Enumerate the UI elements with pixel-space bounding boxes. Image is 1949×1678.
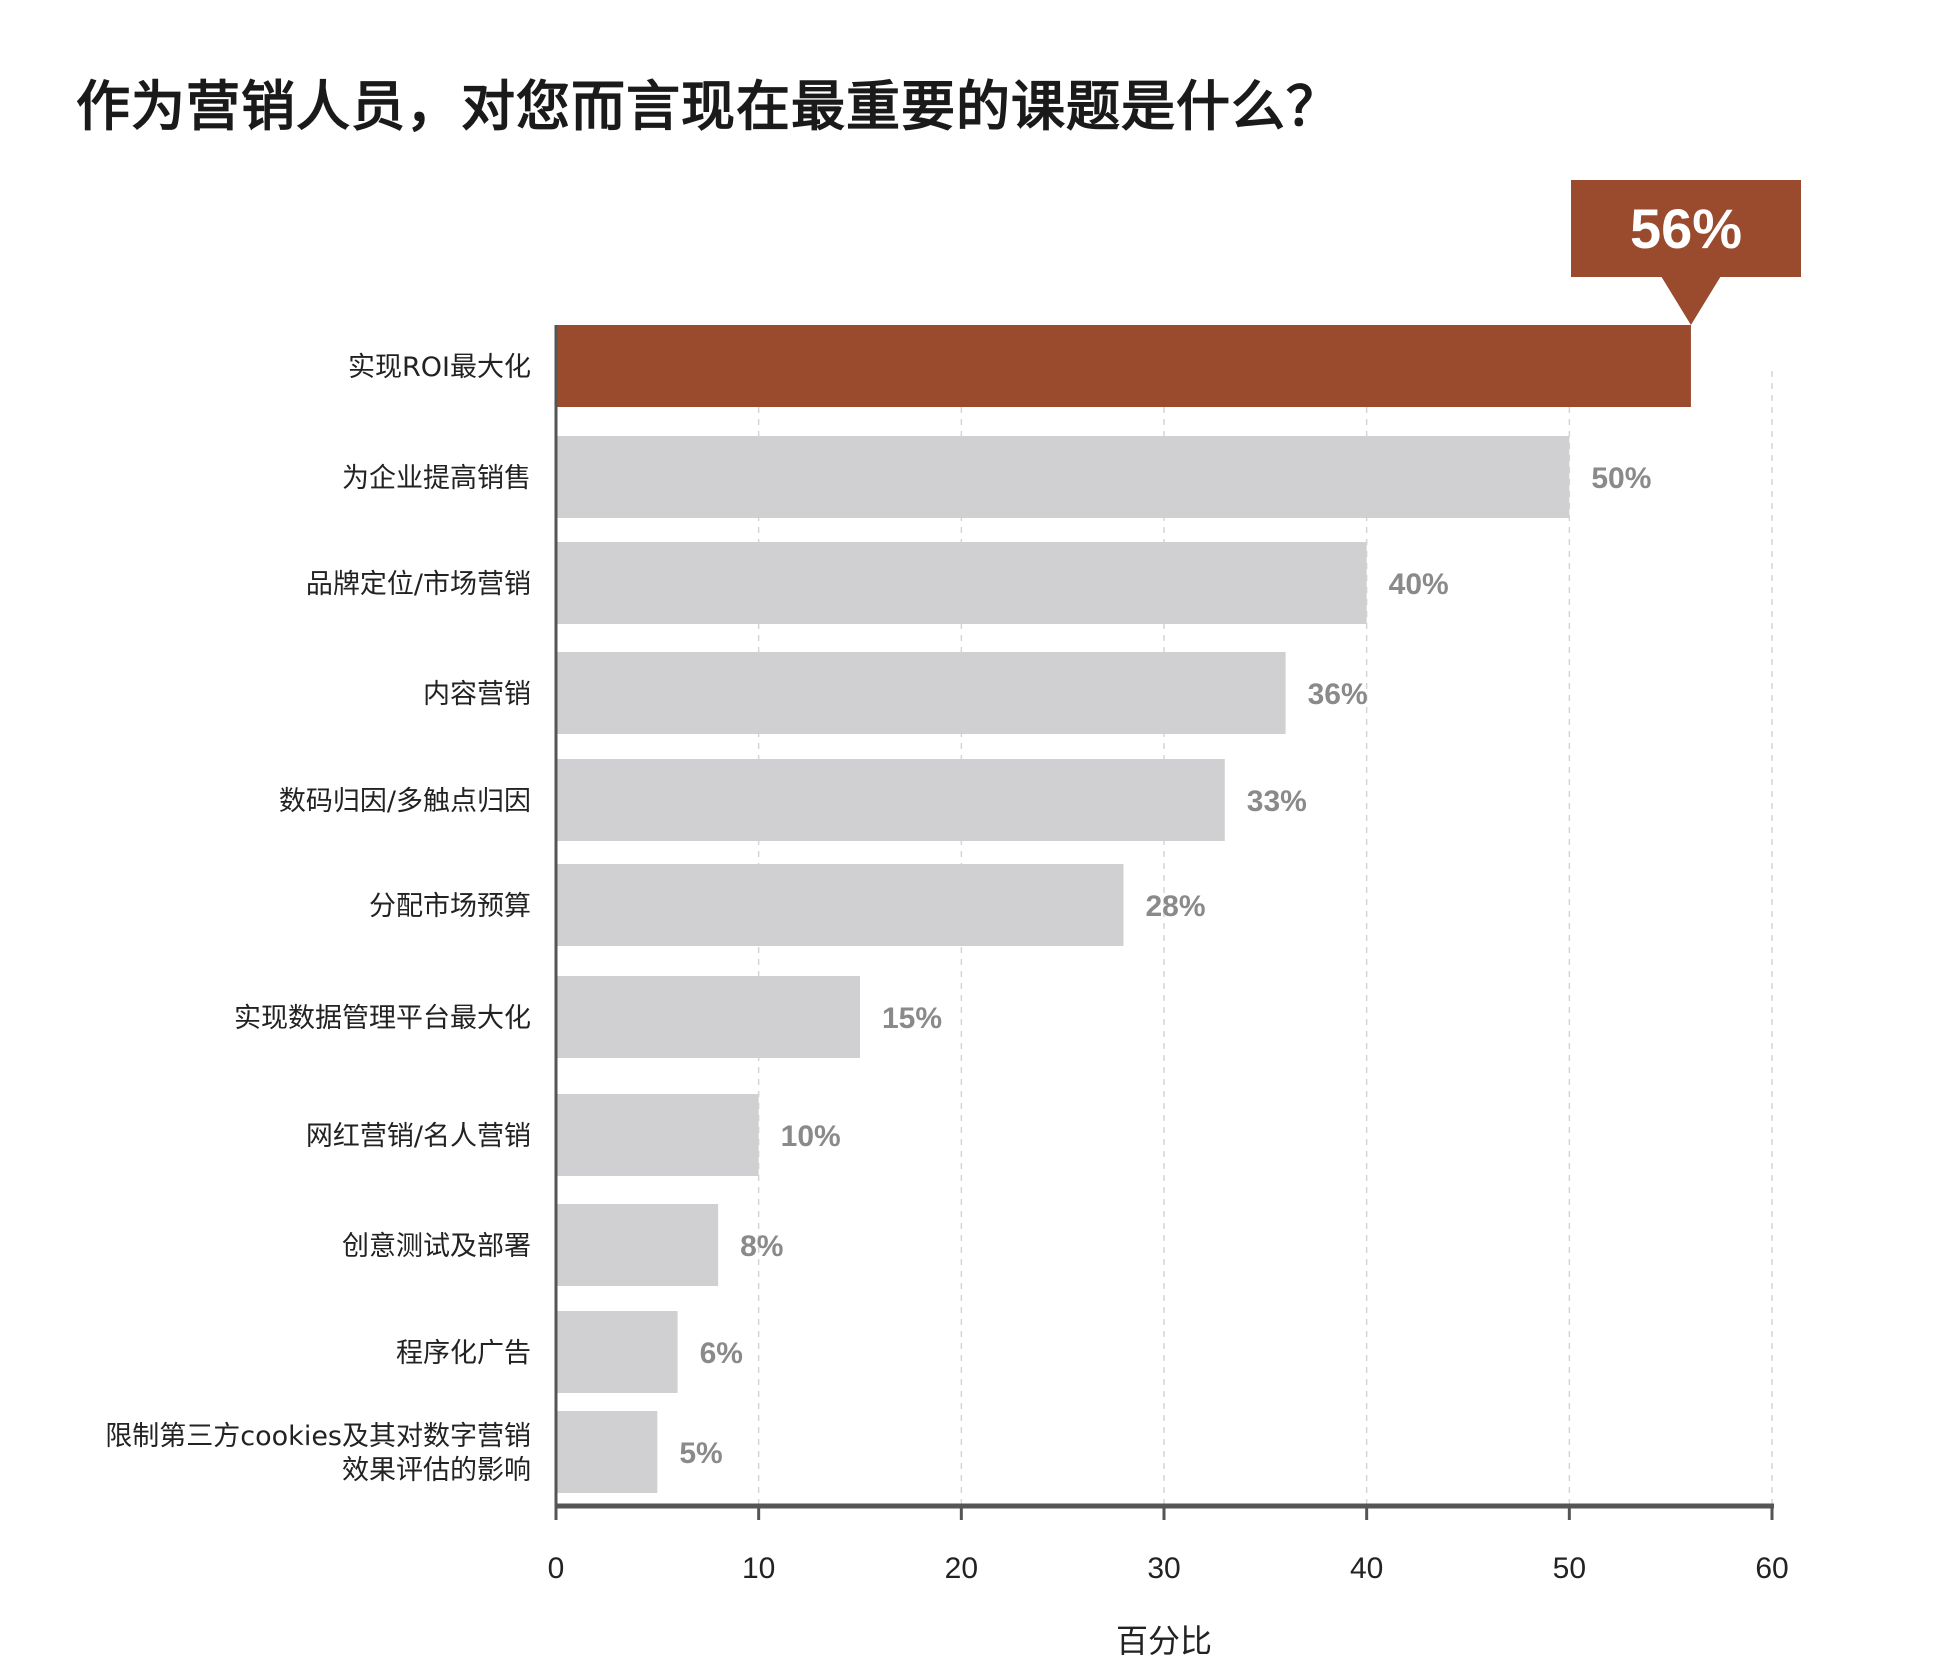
chart-title: 作为营销人员，对您而言现在最重要的课题是什么？ <box>76 75 1341 138</box>
bar <box>556 436 1570 518</box>
value-label: 8% <box>740 1230 783 1263</box>
value-label: 15% <box>882 1002 942 1035</box>
x-tick-label: 10 <box>742 1552 775 1585</box>
bar <box>556 1411 658 1493</box>
category-label: 为企业提高销售 <box>342 463 531 494</box>
callout-value: 56% <box>1630 197 1742 260</box>
category-label: 数码归因/多触点归因 <box>279 786 531 817</box>
category-label: 程序化广告 <box>396 1338 531 1369</box>
bar <box>556 325 1691 407</box>
value-label: 40% <box>1389 568 1449 601</box>
category-label: 内容营销 <box>423 679 531 710</box>
x-tick-label: 0 <box>548 1552 565 1585</box>
category-label: 分配市场预算 <box>369 891 531 922</box>
category-label: 实现ROI最大化 <box>348 352 531 383</box>
value-label: 10% <box>781 1120 841 1153</box>
x-axis-title: 百分比 <box>1116 1622 1212 1660</box>
bar <box>556 542 1367 624</box>
callout-box <box>1571 180 1801 277</box>
x-tick-label: 60 <box>1755 1552 1788 1585</box>
bar <box>556 1311 678 1393</box>
bar <box>556 1204 719 1286</box>
value-label: 36% <box>1308 678 1368 711</box>
bar <box>556 1094 759 1176</box>
bar <box>556 759 1225 841</box>
x-tick-label: 40 <box>1350 1552 1383 1585</box>
category-label: 实现数据管理平台最大化 <box>234 1003 531 1034</box>
bar <box>556 652 1286 734</box>
category-label: 限制第三方cookies及其对数字营销 <box>105 1421 531 1452</box>
category-label: 效果评估的影响 <box>342 1455 531 1486</box>
category-label: 品牌定位/市场营销 <box>306 569 531 600</box>
x-tick-label: 20 <box>945 1552 978 1585</box>
value-label: 5% <box>679 1437 722 1470</box>
callout-pointer <box>1660 276 1721 325</box>
value-label: 33% <box>1247 785 1307 818</box>
value-label: 50% <box>1591 462 1651 495</box>
value-label: 6% <box>700 1337 743 1370</box>
category-label: 网红营销/名人营销 <box>306 1121 531 1152</box>
category-label: 创意测试及部署 <box>342 1231 531 1262</box>
x-tick-label: 50 <box>1553 1552 1586 1585</box>
bar <box>556 976 860 1058</box>
bar <box>556 864 1124 946</box>
value-label: 28% <box>1145 890 1205 923</box>
x-tick-label: 30 <box>1147 1552 1180 1585</box>
